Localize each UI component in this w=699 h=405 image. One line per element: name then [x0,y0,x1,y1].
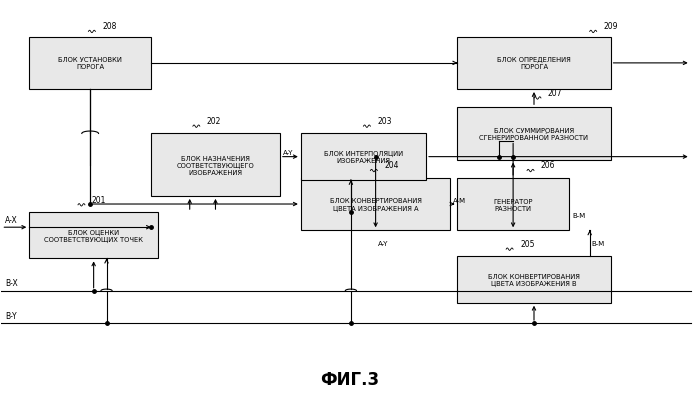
Bar [301,178,450,231]
Bar [457,178,569,231]
Text: 202: 202 [207,117,221,126]
Text: B-Y: B-Y [5,311,17,320]
Text: A-Y: A-Y [283,149,294,155]
Text: БЛОК ИНТЕРПОЛЯЦИИ
ИЗОБРАЖЕНИЯ: БЛОК ИНТЕРПОЛЯЦИИ ИЗОБРАЖЕНИЯ [324,151,403,164]
Text: 208: 208 [102,22,117,31]
Bar [29,38,151,90]
Text: БЛОК СУММИРОВАНИЯ
СГЕНЕРИРОВАННОЙ РАЗНОСТИ: БЛОК СУММИРОВАНИЯ СГЕНЕРИРОВАННОЙ РАЗНОС… [480,127,589,141]
Bar [151,134,280,196]
Text: ФИГ.3: ФИГ.3 [320,371,379,388]
Text: A-Y: A-Y [377,241,388,247]
Text: БЛОК ОПРЕДЕЛЕНИЯ
ПОРОГА: БЛОК ОПРЕДЕЛЕНИЯ ПОРОГА [497,57,571,70]
Bar [457,38,611,90]
Text: B-M: B-M [592,241,605,247]
Bar [457,257,611,303]
Text: 205: 205 [520,239,535,248]
Text: БЛОК КОНВЕРТИРОВАНИЯ
ЦВЕТА ИЗОБРАЖЕНИЯ А: БЛОК КОНВЕРТИРОВАНИЯ ЦВЕТА ИЗОБРАЖЕНИЯ А [330,198,421,211]
Text: 204: 204 [384,161,399,170]
Text: 203: 203 [377,117,392,126]
Text: 207: 207 [548,89,563,98]
Text: БЛОК УСТАНОВКИ
ПОРОГА: БЛОК УСТАНОВКИ ПОРОГА [58,57,122,70]
Text: A-M: A-M [452,197,466,203]
Text: 209: 209 [604,22,618,31]
Bar [29,213,158,259]
Text: B-M: B-M [572,213,586,219]
Text: БЛОК ОЦЕНКИ
СООТВЕТСТВУЮЩИХ ТОЧЕК: БЛОК ОЦЕНКИ СООТВЕТСТВУЮЩИХ ТОЧЕК [44,229,143,242]
Text: B-X: B-X [5,279,17,288]
Text: A-X: A-X [5,215,17,224]
Text: 201: 201 [92,195,106,204]
Text: ГЕНЕРАТОР
РАЗНОСТИ: ГЕНЕРАТОР РАЗНОСТИ [493,198,533,211]
Bar [457,108,611,160]
Text: БЛОК КОНВЕРТИРОВАНИЯ
ЦВЕТА ИЗОБРАЖЕНИЯ В: БЛОК КОНВЕРТИРОВАНИЯ ЦВЕТА ИЗОБРАЖЕНИЯ В [488,273,580,286]
Bar [301,134,426,180]
Text: БЛОК НАЗНАЧЕНИЯ
СООТВЕТСТВУЮЩЕГО
ИЗОБРАЖЕНИЯ: БЛОК НАЗНАЧЕНИЯ СООТВЕТСТВУЮЩЕГО ИЗОБРАЖ… [177,155,254,175]
Text: 206: 206 [541,161,556,170]
